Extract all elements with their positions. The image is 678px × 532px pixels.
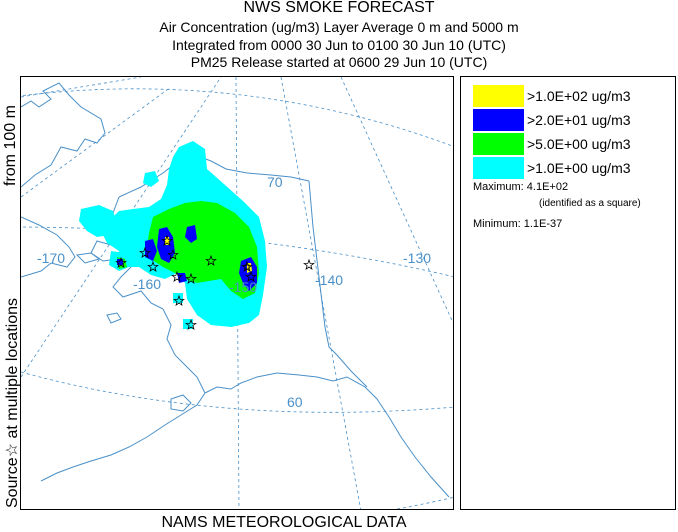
star-icon [185,318,197,330]
release-height-label: from 100 m [2,105,19,186]
star-icon [303,258,315,270]
star-icon [147,260,159,272]
contour-level1-nw [143,171,159,187]
legend-label-3: >5.0E+00 ug/m3 [527,136,631,152]
star-icon [139,246,151,258]
alaska-peninsula [40,392,206,482]
lon-label-170: -170 [37,250,65,266]
legend-label-1: >1.0E+02 ug/m3 [527,88,631,104]
contour-level3-west [145,239,157,261]
star-icon [167,248,179,260]
maximum-note: (identified as a square) [539,198,641,209]
legend-label-2: >2.0E+01 ug/m3 [527,112,631,128]
met-data-footer: NAMS METEOROLOGICAL DATA [161,514,407,531]
st-lawrence-island [75,252,101,264]
longitude-line-140 [280,77,362,509]
forecast-title: NWS SMOKE FORECAST [243,0,435,16]
latitude-line-60 [21,371,453,413]
smoke-plume [79,141,267,329]
source-locations-label: Source☆ at multiple locations [4,298,21,508]
maximum-value: Maximum: 4.1E+02 [473,181,569,193]
integration-period: Integrated from 0000 30 Jun to 0100 30 J… [172,37,506,53]
latitude-line-65 [21,226,453,277]
contour-level2-main [147,201,259,299]
alaska-map: -170 -160 -150 -140 -130 70 60 [21,77,453,509]
russia-coast [21,82,106,188]
map-panel: -170 -160 -150 -140 -130 70 60 [20,76,454,510]
contour-level1-west [79,205,117,237]
lat-label-70: 70 [267,174,283,190]
legend-swatch-yellow [473,85,524,107]
canada-border [308,180,368,388]
minimum-value: Minimum: 1.1E-37 [473,218,563,230]
longitude-line-170 [21,86,172,198]
longitude-line-180 [21,77,142,98]
lon-label-130: -130 [403,250,431,266]
star-icon [161,234,173,246]
nunivak-island [106,312,122,324]
lon-label-150: -150 [229,279,257,295]
star-icon [115,256,127,268]
contour-level3-north [185,225,197,243]
star-icon [205,254,217,266]
legend-swatch-green [473,133,524,155]
lon-label-140: -140 [315,272,343,288]
legend-swatch-cyan [473,157,524,179]
star-icon [241,260,253,272]
legend-swatch-blue [473,109,524,131]
gulf-of-alaska-coast [204,372,450,498]
longitude-line-130 [340,77,453,324]
source-markers [115,234,315,330]
kodiak-island [170,394,192,412]
latitude-line-55 [395,497,453,509]
release-start: PM25 Release started at 0600 29 Jun 10 (… [190,54,488,70]
legend-label-4: >1.0E+00 ug/m3 [527,160,631,176]
star-icon [173,294,185,306]
latitude-line-70 [21,88,453,147]
legend-panel: >1.0E+02 ug/m3 >2.0E+01 ug/m3 >5.0E+00 u… [460,76,676,510]
lat-label-60: 60 [287,394,303,410]
lon-label-160: -160 [133,276,161,292]
star-icon [185,272,197,284]
star-icon [245,270,257,282]
star-icon [171,270,183,282]
concentration-subtitle: Air Concentration (ug/m3) Layer Average … [159,19,519,35]
chukotka-coast [21,216,76,278]
graticule [21,77,453,509]
